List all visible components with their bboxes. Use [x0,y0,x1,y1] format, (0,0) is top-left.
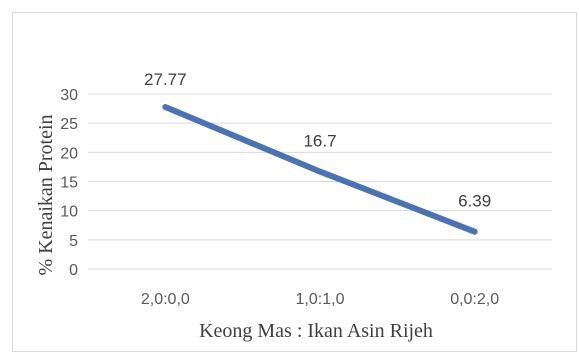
data-label: 27.77 [144,70,187,89]
x-tick-label: 2,0:0,0 [141,291,190,308]
x-tick-labels: 2,0:0,0 1,0:1,0 0,0:2,0 [141,291,499,308]
y-tick-label: 20 [60,145,78,162]
y-tick-labels: 0 5 10 15 20 25 30 [60,87,78,279]
y-tick-label: 5 [69,233,78,250]
series-line-group [165,107,475,232]
x-tick-label: 0,0:2,0 [450,291,499,308]
series-line [165,107,474,232]
y-tick-label: 10 [60,204,78,221]
y-tick-label: 0 [69,262,78,279]
data-label: 16.7 [303,132,336,151]
data-labels: 27.77 16.7 6.39 [144,70,491,211]
y-axis-title: % Kenaikan Protein [35,114,57,275]
x-axis-title: Keong Mas : Ikan Asin Rijeh [199,320,433,342]
y-tick-label: 25 [60,116,78,133]
gridlines [88,94,552,269]
data-label: 6.39 [458,192,491,211]
y-tick-label: 30 [60,87,78,104]
x-tick-label: 1,0:1,0 [296,291,345,308]
y-tick-label: 15 [60,175,78,192]
